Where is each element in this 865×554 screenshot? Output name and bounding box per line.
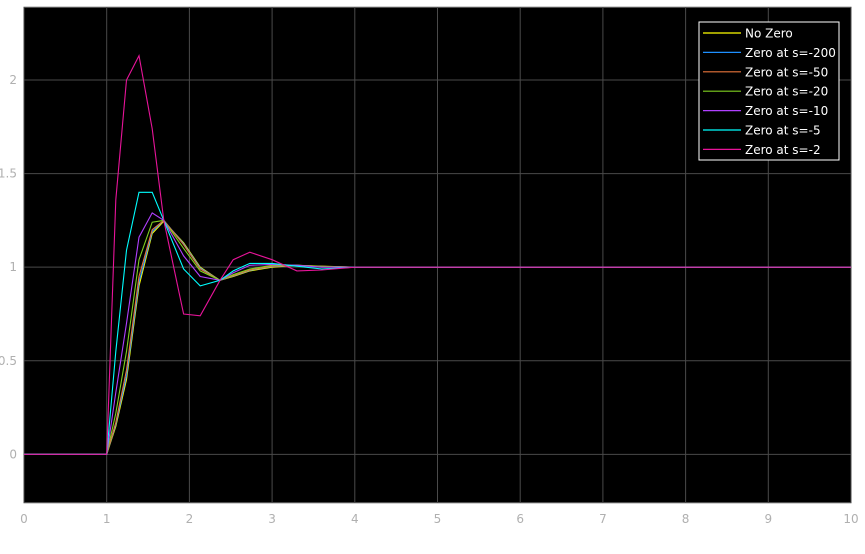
x-tick-label: 0: [20, 512, 28, 526]
legend-item[interactable]: Zero at s=-200: [703, 46, 836, 60]
legend-item[interactable]: Zero at s=-10: [703, 104, 828, 118]
x-tick-label: 4: [351, 512, 359, 526]
legend-item[interactable]: No Zero: [703, 27, 793, 41]
legend-label: No Zero: [745, 27, 793, 41]
y-tick-label: 0.5: [0, 354, 17, 368]
y-tick-label: 0: [9, 447, 17, 461]
legend-item[interactable]: Zero at s=-2: [703, 143, 821, 157]
x-tick-label: 1: [103, 512, 111, 526]
x-tick-label: 9: [764, 512, 772, 526]
legend-label: Zero at s=-200: [745, 46, 836, 60]
legend-item[interactable]: Zero at s=-20: [703, 85, 828, 99]
series-lines: [24, 54, 851, 455]
y-tick-label: 1: [9, 260, 17, 274]
y-tick-labels: 0 0.5 1 1.5 2: [0, 73, 17, 461]
legend-label: Zero at s=-10: [745, 104, 828, 118]
x-tick-label: 5: [434, 512, 442, 526]
legend-label: Zero at s=-50: [745, 65, 828, 79]
legend[interactable]: No Zero Zero at s=-200 Zero at s=-50 Zero a…: [698, 21, 840, 161]
legend-box: [698, 21, 840, 161]
legend-label: Zero at s=-20: [745, 85, 828, 99]
legend-label: Zero at s=-5: [745, 124, 821, 138]
legend-item[interactable]: Zero at s=-50: [703, 65, 828, 79]
x-tick-label: 2: [186, 512, 194, 526]
series-line: [24, 54, 851, 455]
x-tick-label: 10: [843, 512, 858, 526]
x-tick-label: 7: [599, 512, 607, 526]
x-tick-labels: 0 1 2 3 4 5 6 7 8 9 10: [20, 512, 858, 526]
x-tick-label: 8: [682, 512, 690, 526]
y-tick-label: 1.5: [0, 167, 17, 181]
series-line: [24, 191, 851, 455]
x-tick-label: 6: [516, 512, 524, 526]
y-tick-label: 2: [9, 73, 17, 87]
series-line: [24, 212, 851, 455]
legend-item[interactable]: Zero at s=-5: [703, 124, 821, 138]
legend-label: Zero at s=-2: [745, 143, 821, 157]
x-tick-label: 3: [268, 512, 276, 526]
